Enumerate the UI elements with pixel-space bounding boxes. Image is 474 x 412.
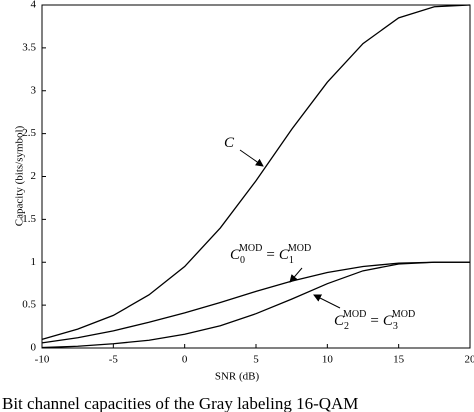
y-tick-label: 0.5 [22,299,36,311]
annotation-symbol: C [334,313,345,329]
y-tick-label: 2 [31,170,37,182]
annotation-symbol: C [279,247,290,263]
x-tick-label: 5 [253,354,259,366]
annotation-sub: 2 [344,321,349,332]
y-tick-label: 4 [31,0,37,11]
annotation-symbol: C [224,135,235,151]
x-axis-label: SNR (dB) [215,371,260,383]
x-tick-label: 20 [465,354,474,366]
annotation-sup: MOD [239,243,262,254]
annotation-sub: 1 [289,255,294,266]
y-tick-label: 3.5 [22,41,36,53]
arrow [239,149,264,167]
y-tick-label: 1 [31,256,37,268]
arrow [313,294,341,309]
arrow [289,267,303,283]
annotation-sub: 3 [393,321,398,332]
x-tick-label: 10 [322,354,334,366]
annotation-sup: MOD [288,243,311,254]
annotation-sup: MOD [343,309,366,320]
plot-frame [41,4,471,349]
x-tick-label: -10 [35,354,50,366]
x-tick-label: 15 [393,354,405,366]
line [41,4,471,341]
line [41,261,470,349]
annotation-operator: = [266,247,274,263]
annotation-symbol: C [230,247,241,263]
line [41,261,470,344]
y-axis-label: Capacity (bits/symbol) [14,125,26,226]
annotation: C [224,135,235,151]
annotation: C2MOD​=C3MOD​ [334,309,415,332]
y-tick-label: 0 [31,342,37,354]
y-tick-label: 1.5 [22,213,36,225]
annotation-symbol: C [383,313,394,329]
y-tick-label: 3 [31,84,37,96]
annotation-operator: = [370,313,378,329]
x-tick-label: -5 [109,354,119,366]
x-tick-label: 0 [182,354,188,366]
annotation-sup: MOD [392,309,415,320]
annotation: C0MOD​=C1MOD​ [230,243,311,266]
caption: Bit channel capacities of the Gray label… [2,394,358,412]
y-tick-label: 2.5 [22,127,36,139]
annotation-sub: 0 [240,255,245,266]
